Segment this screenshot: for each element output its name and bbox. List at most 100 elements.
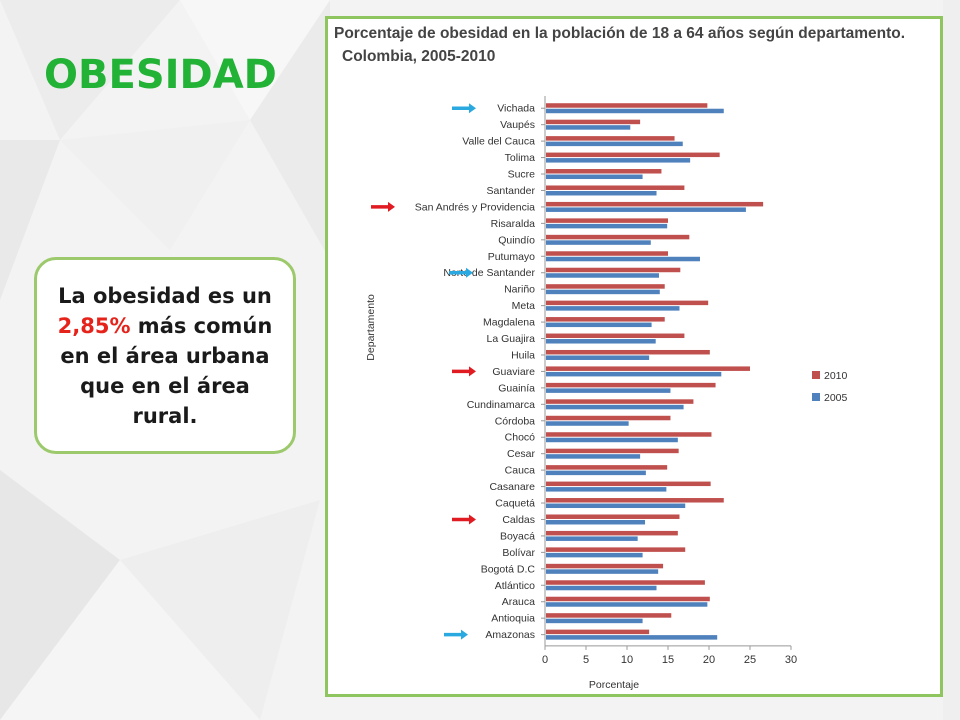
category-label: Arauca: [502, 596, 535, 608]
category-label: Huila: [511, 349, 535, 361]
bar-2005-23: [546, 470, 646, 476]
chart-title-line1: Porcentaje de obesidad en la población d…: [334, 25, 905, 42]
bar-2010-22: [546, 448, 679, 454]
legend-label-2010: 2010: [824, 370, 848, 382]
bar-2010-28: [546, 547, 686, 552]
marker-arrow-head: [469, 366, 476, 377]
note-text-part1: La obesidad es un: [58, 283, 272, 308]
category-label: Guaviare: [492, 366, 535, 378]
category-label: Guainía: [498, 382, 535, 394]
bar-2005-22: [546, 454, 641, 459]
bar-2010-25: [546, 498, 724, 503]
bar-2010-20: [546, 415, 671, 421]
bar-2005-19: [546, 404, 684, 410]
bar-2010-17: [546, 366, 750, 371]
marker-arrow-head: [388, 201, 395, 212]
category-label: Boyacá: [500, 530, 535, 542]
bar-2010-16: [546, 349, 710, 355]
bar-2005-18: [546, 388, 671, 393]
bar-2005-15: [546, 339, 656, 344]
bar-2005-30: [546, 585, 657, 591]
bar-2010-18: [546, 382, 716, 388]
obesity-note-box: La obesidad es un 2,85% más común en el …: [34, 257, 296, 454]
x-tick-label: 10: [621, 654, 633, 666]
x-tick-label: 30: [785, 654, 797, 666]
bar-2010-24: [546, 481, 711, 487]
y-axis-title: Departamento: [365, 294, 377, 361]
bar-2010-7: [546, 201, 764, 207]
bar-2005-24: [546, 487, 667, 492]
bar-2005-8: [546, 223, 668, 229]
bar-2010-30: [546, 580, 705, 585]
bar-2010-33: [546, 629, 650, 635]
bar-2010-14: [546, 317, 665, 322]
category-label: Bolívar: [502, 547, 535, 559]
category-label: Vichada: [497, 103, 535, 115]
category-label: Córdoba: [495, 415, 535, 427]
chart-title-line2: Colombia, 2005-2010: [342, 48, 495, 65]
bar-2010-21: [546, 432, 712, 437]
category-label: La Guajira: [487, 333, 536, 345]
obesity-note-text: La obesidad es un 2,85% más común en el …: [51, 281, 279, 431]
bar-2005-11: [546, 273, 659, 278]
category-label: Casanare: [489, 481, 535, 493]
bar-2010-4: [546, 152, 720, 158]
bar-2010-1: [546, 103, 708, 108]
marker-arrow-head: [461, 629, 468, 640]
category-label: Caldas: [502, 514, 535, 526]
bar-2005-3: [546, 141, 683, 147]
x-tick-label: 0: [542, 654, 548, 666]
bar-2010-3: [546, 136, 675, 141]
x-tick-label: 5: [583, 654, 589, 666]
bar-2010-26: [546, 514, 680, 519]
category-label: Risaralda: [491, 218, 536, 230]
category-label: Tolima: [505, 152, 536, 164]
bar-2005-10: [546, 256, 700, 262]
bar-2005-13: [546, 306, 680, 311]
bar-2005-2: [546, 125, 631, 130]
bar-2005-28: [546, 552, 643, 558]
category-label: Vaupés: [500, 119, 535, 131]
note-text-part2: más común en el área urbana que en el ár…: [60, 313, 273, 428]
category-label: Cesar: [507, 448, 536, 460]
bar-2010-6: [546, 185, 685, 190]
bar-2010-2: [546, 119, 641, 125]
category-label: Caquetá: [495, 498, 535, 510]
marker-arrow-head: [469, 514, 476, 525]
bar-2010-10: [546, 251, 668, 256]
bar-2005-25: [546, 503, 686, 509]
category-label: Quindío: [498, 234, 535, 246]
bar-2005-5: [546, 174, 643, 180]
bar-2005-27: [546, 536, 638, 541]
category-label: Antioquia: [491, 613, 535, 625]
bar-2005-20: [546, 421, 629, 426]
category-label: Cauca: [505, 465, 536, 477]
bar-2005-32: [546, 618, 643, 624]
bar-2005-1: [546, 108, 724, 114]
x-axis-title: Porcentaje: [589, 679, 639, 691]
x-tick-label: 20: [703, 654, 715, 666]
bar-2005-17: [546, 371, 722, 377]
category-label: Sucre: [508, 169, 536, 181]
category-label: Valle del Cauca: [462, 136, 535, 148]
category-label: Atlántico: [495, 580, 535, 592]
bar-2010-27: [546, 530, 678, 536]
legend-label-2005: 2005: [824, 392, 848, 404]
category-label: Amazonas: [485, 629, 535, 641]
x-tick-label: 25: [744, 654, 756, 666]
chart-frame: Porcentaje de obesidad en la población d…: [325, 16, 943, 697]
note-highlight-percentage: 2,85%: [57, 313, 131, 338]
category-label: Santander: [487, 185, 536, 197]
category-label: Meta: [512, 300, 536, 312]
bar-2010-32: [546, 613, 672, 618]
bar-2010-23: [546, 465, 668, 470]
category-label: San Andrés y Providencia: [415, 201, 535, 213]
category-label: Cundinamarca: [467, 399, 535, 411]
bar-2005-33: [546, 635, 718, 640]
bar-2005-9: [546, 240, 651, 245]
marker-arrow-head: [469, 103, 476, 114]
category-label: Bogotá D.C: [481, 563, 536, 575]
category-label: Nariño: [504, 284, 535, 296]
bar-2005-14: [546, 322, 652, 328]
bar-2005-12: [546, 289, 660, 295]
